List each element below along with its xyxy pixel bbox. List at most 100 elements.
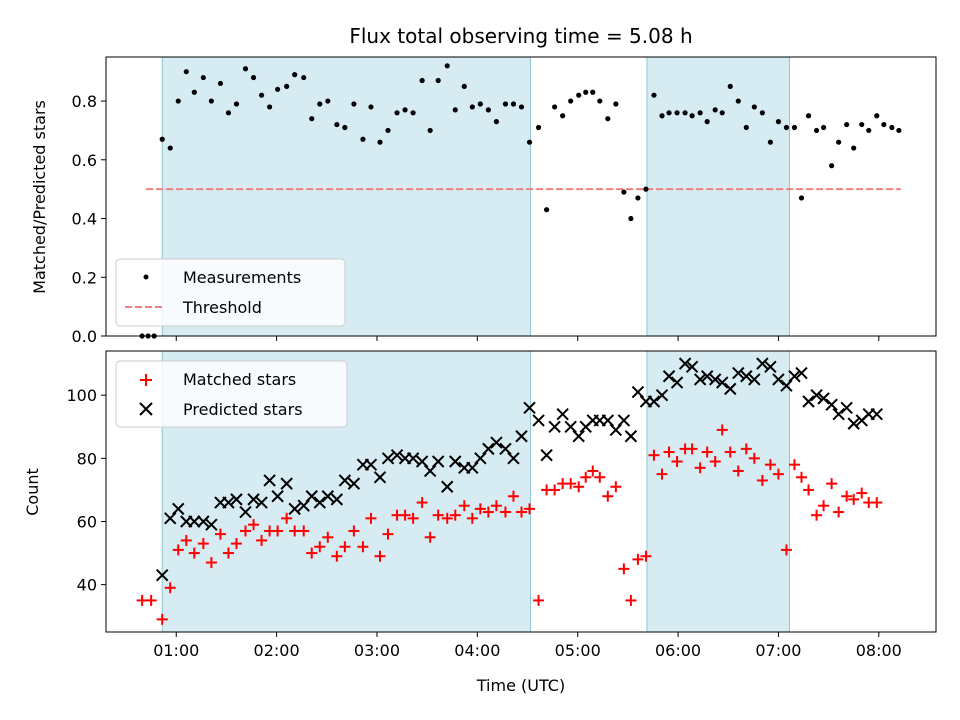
x-tick-label: 08:00 <box>856 641 902 660</box>
measurement-point <box>697 110 703 116</box>
matched-star-point <box>458 500 470 512</box>
measurement-point <box>889 124 895 131</box>
bottom-axes-frame <box>105 350 937 633</box>
matched-star-point <box>549 484 561 496</box>
matched-star-point <box>656 468 668 480</box>
matched-star-point <box>474 503 486 515</box>
predicted-star-point <box>449 455 462 468</box>
measurement-point <box>510 101 517 107</box>
matched-star-point <box>618 563 630 575</box>
top-shaded-interval-1 <box>646 56 790 337</box>
matched-star-point <box>848 493 860 505</box>
measurement-point <box>735 98 741 104</box>
matched-star-point <box>516 506 528 518</box>
legend-matched-label: Matched stars <box>183 370 296 389</box>
matched-star-point <box>573 481 585 493</box>
measurement-point <box>250 74 257 81</box>
measurement-point <box>851 145 857 151</box>
x-axis-label: Time (UTC) <box>476 676 565 695</box>
predicted-star-point <box>515 430 528 443</box>
measurement-point <box>727 83 733 89</box>
bottom-y-tick-label: 60 <box>77 512 97 531</box>
matched-star-point <box>625 594 637 606</box>
legend-predicted-label: Predicted stars <box>183 400 303 419</box>
matched-star-point <box>222 547 234 559</box>
predicted-star-point <box>490 436 503 449</box>
predicted-star-point <box>247 493 260 506</box>
predicted-star-point <box>263 474 276 487</box>
measurement-point <box>605 116 611 122</box>
chart-title: Flux total observing time = 5.08 h <box>349 24 692 48</box>
predicted-star-point <box>431 455 445 468</box>
predicted-star-point <box>255 496 268 509</box>
measurement-point <box>560 113 566 119</box>
predicted-star-point <box>338 474 352 487</box>
predicted-star-point <box>609 423 623 437</box>
matched-star-points <box>136 424 883 625</box>
measurement-point <box>829 163 835 169</box>
matched-star-point <box>172 544 184 556</box>
measurement-point <box>583 89 589 95</box>
measurement-point <box>477 101 483 107</box>
measurement-point <box>410 110 416 116</box>
top-legend: Measurements Threshold <box>115 258 346 327</box>
measurement-point <box>309 116 315 122</box>
measurement-point <box>635 195 641 201</box>
predicted-star-point <box>222 496 235 509</box>
predicted-star-point <box>164 512 177 525</box>
matched-star-point <box>748 452 760 464</box>
measurement-point <box>317 101 323 107</box>
measurement-point <box>284 83 290 89</box>
matched-star-point <box>594 471 606 483</box>
matched-star-point <box>740 443 752 455</box>
matched-star-point <box>507 490 519 502</box>
predicted-star-point <box>764 360 777 373</box>
matched-star-point <box>565 478 577 490</box>
predicted-star-point <box>172 502 185 516</box>
measurement-point <box>469 104 475 110</box>
measurement-point <box>385 127 391 134</box>
predicted-star-point <box>802 395 815 408</box>
predicted-star-point <box>441 480 454 493</box>
predicted-star-point <box>347 477 361 490</box>
top-ylabel: Matched/Predicted stars <box>30 100 49 294</box>
measurement-point <box>402 107 408 113</box>
matched-star-point <box>533 594 545 606</box>
predicted-star-point <box>423 464 437 478</box>
matched-star-point <box>314 541 326 553</box>
measurement-point <box>568 98 574 104</box>
matched-star-point <box>407 512 419 524</box>
predicted-star-point <box>239 505 252 519</box>
predicted-star-point <box>205 518 218 531</box>
predicted-star-point <box>297 499 310 512</box>
predicted-star-point <box>381 452 395 465</box>
x-tick-label: 07:00 <box>755 641 801 660</box>
top-y-tick-label: 0.2 <box>72 268 97 287</box>
matched-star-point <box>240 525 252 537</box>
measurement-point <box>552 104 558 110</box>
top-y-tick-label: 0.4 <box>72 210 97 229</box>
measurement-point <box>682 110 688 116</box>
matched-star-point <box>482 506 494 518</box>
legend-predicted-marker <box>139 402 153 416</box>
measurement-point <box>275 86 281 92</box>
matched-star-point <box>248 519 260 531</box>
measurement-point <box>874 113 880 119</box>
legend-matched-marker <box>140 374 152 386</box>
predicted-star-point <box>305 490 318 503</box>
measurement-point <box>866 127 872 134</box>
predicted-star-point <box>507 452 520 465</box>
predicted-star-point <box>780 379 793 392</box>
measurement-point <box>444 63 450 69</box>
predicted-star-point <box>631 385 645 399</box>
measurement-point <box>208 98 214 104</box>
measurement-point <box>159 136 165 142</box>
predicted-star-point <box>772 373 785 386</box>
predicted-star-point <box>740 370 753 383</box>
matched-star-point <box>490 500 502 512</box>
measurement-point <box>805 113 812 119</box>
measurement-point <box>704 119 710 125</box>
predicted-star-point <box>810 388 823 402</box>
predicted-star-point <box>685 360 699 373</box>
